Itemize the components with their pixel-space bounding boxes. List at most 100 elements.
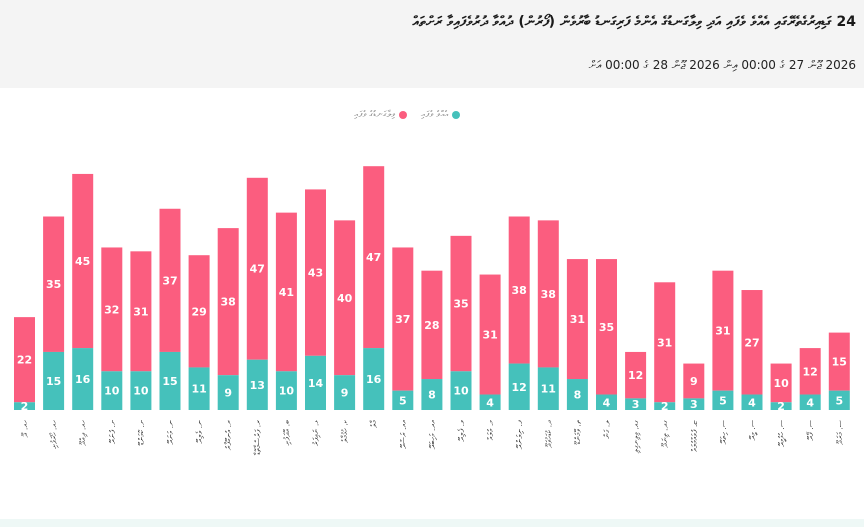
bar-segment-rain[interactable] [625, 398, 647, 410]
bar-segment-cloud[interactable] [712, 270, 734, 391]
data-label-cloud: 35 [46, 278, 61, 291]
bar-segment-rain[interactable] [596, 394, 617, 410]
bar-group[interactable]: 40 9 [334, 220, 356, 410]
bar-group[interactable]: 222 [14, 317, 35, 413]
bar-group[interactable]: 45 16 [72, 173, 94, 410]
bar-segment-cloud[interactable] [741, 290, 763, 395]
bar-segment-cloud[interactable] [275, 212, 297, 372]
bar-segment-cloud[interactable] [421, 270, 443, 380]
bar-group[interactable]: 37 15 [159, 208, 181, 410]
bar-segment-cloud[interactable] [683, 363, 705, 399]
bar-segment-cloud[interactable] [508, 216, 530, 364]
bar-segment-rain[interactable] [101, 371, 123, 410]
bar-group[interactable]: 38 12 [508, 216, 530, 411]
x-tick-label: ލ. ގަން [603, 420, 612, 439]
bar-segment-rain[interactable] [363, 348, 385, 410]
bar-segment-cloud[interactable] [363, 166, 385, 349]
bar-group[interactable]: 31 10 [130, 251, 152, 410]
bar-segment-cloud[interactable] [159, 208, 181, 352]
bar-segment-cloud[interactable] [596, 259, 617, 395]
bar-group[interactable]: 38 9 [217, 228, 239, 410]
bar-group[interactable]: 32 10 [101, 247, 123, 410]
bar-segment-cloud[interactable] [828, 332, 850, 391]
bar-segment-rain[interactable] [421, 379, 443, 410]
bar-segment-cloud[interactable] [566, 259, 588, 380]
bar-segment-rain[interactable] [392, 390, 414, 410]
bar-segment-rain[interactable] [14, 402, 35, 410]
data-label-cloud: 32 [104, 303, 119, 316]
bar-segment-rain[interactable] [770, 402, 792, 410]
bar-group[interactable]: 38 11 [537, 220, 559, 410]
bar-group[interactable]: 27 4 [741, 290, 763, 410]
bar-segment-cloud[interactable] [537, 220, 559, 368]
bar-segment-rain[interactable] [334, 375, 356, 410]
bar-segment-cloud[interactable] [246, 177, 268, 360]
bar-group[interactable]: 37 5 [392, 247, 414, 410]
bar-segment-rain[interactable] [188, 367, 210, 410]
bar-segment-rain[interactable] [683, 398, 705, 410]
legend-item-cloud[interactable]: ވިލާގަނޑުގެ ވެފައި [354, 110, 407, 120]
bar-segment-cloud[interactable] [334, 220, 356, 376]
bar-group[interactable]: 43 14 [305, 189, 326, 410]
bar-group[interactable]: 35 4 [596, 259, 617, 410]
bar-segment-cloud[interactable] [799, 348, 821, 395]
bar-group[interactable]: 12 3 [625, 351, 647, 411]
bar-segment-cloud[interactable] [770, 363, 792, 403]
bar-group[interactable]: 12 4 [799, 348, 821, 410]
bar-group[interactable]: 29 11 [188, 255, 210, 410]
bar-group[interactable]: 10 2 [770, 363, 792, 414]
bar-segment-rain[interactable] [799, 394, 821, 410]
bar-segment-rain[interactable] [43, 351, 65, 410]
bar-segment-rain[interactable] [275, 371, 297, 410]
bar-segment-cloud[interactable] [217, 228, 239, 376]
bar-group[interactable]: 31 8 [566, 259, 588, 410]
data-label-cloud: 31 [570, 313, 585, 326]
bar-segment-cloud[interactable] [392, 247, 414, 391]
bar-group[interactable]: 35 10 [450, 235, 472, 410]
bar-segment-cloud[interactable] [43, 216, 65, 352]
bar-segment-rain[interactable] [741, 394, 763, 410]
bar-segment-rain[interactable] [159, 351, 181, 410]
bar-segment-rain[interactable] [246, 359, 268, 410]
bar-segment-rain[interactable] [130, 371, 152, 410]
bar-group[interactable]: 31 5 [712, 270, 734, 410]
bar-group[interactable]: 15 5 [828, 332, 850, 410]
bar-segment-rain[interactable] [828, 390, 850, 410]
bar-group[interactable]: 31 4 [479, 274, 501, 410]
x-tick-label: ޏ. ފުވައްމުލައް [690, 420, 699, 452]
bar-segment-rain[interactable] [654, 402, 676, 410]
bar-segment-rain[interactable] [450, 371, 472, 410]
bar-segment-rain[interactable] [508, 363, 530, 410]
bar-group[interactable]: 41 10 [275, 212, 297, 410]
x-tick-label: ތ. ވޭމަންޑޫ [573, 420, 582, 445]
x-tick-label: ސ. ހުޅުމީދޫ [777, 420, 787, 447]
bar-segment-cloud[interactable] [72, 173, 94, 349]
bar-segment-cloud[interactable] [450, 235, 472, 372]
bar-segment-cloud[interactable] [130, 251, 152, 372]
bar-segment-rain[interactable] [566, 379, 588, 410]
legend-item-rain[interactable]: އެއްވެ ވެފައި [421, 110, 461, 120]
bar-segment-cloud[interactable] [479, 274, 501, 395]
bar-group[interactable]: 28 8 [421, 270, 443, 410]
bar-segment-rain[interactable] [217, 375, 239, 410]
bar-group[interactable]: 47 13 [246, 177, 268, 410]
bar-segment-rain[interactable] [305, 355, 326, 410]
x-tick-label: ގއ. ވިލިނގިލި [632, 420, 641, 454]
bar-segment-cloud[interactable] [14, 317, 35, 403]
data-label-cloud: 47 [366, 251, 381, 264]
data-label-rain: 11 [541, 383, 556, 396]
bar-segment-cloud[interactable] [625, 351, 647, 399]
bar-segment-cloud[interactable] [188, 255, 210, 368]
chart-legend: އެއްވެ ވެފައި ވިލާގަނޑުގެ ވެފައި [354, 110, 461, 120]
bar-segment-rain[interactable] [72, 348, 94, 410]
bar-segment-rain[interactable] [479, 394, 501, 410]
bar-group[interactable]: 31 2 [654, 282, 676, 413]
bar-segment-cloud[interactable] [305, 189, 326, 356]
bar-segment-rain[interactable] [712, 390, 734, 410]
bar-group[interactable]: 35 15 [43, 216, 65, 411]
bar-segment-cloud[interactable] [101, 247, 123, 372]
bar-segment-rain[interactable] [537, 367, 559, 410]
bar-group[interactable]: 93 [683, 363, 705, 412]
bar-group[interactable]: 47 16 [363, 166, 385, 410]
bar-segment-cloud[interactable] [654, 282, 676, 403]
